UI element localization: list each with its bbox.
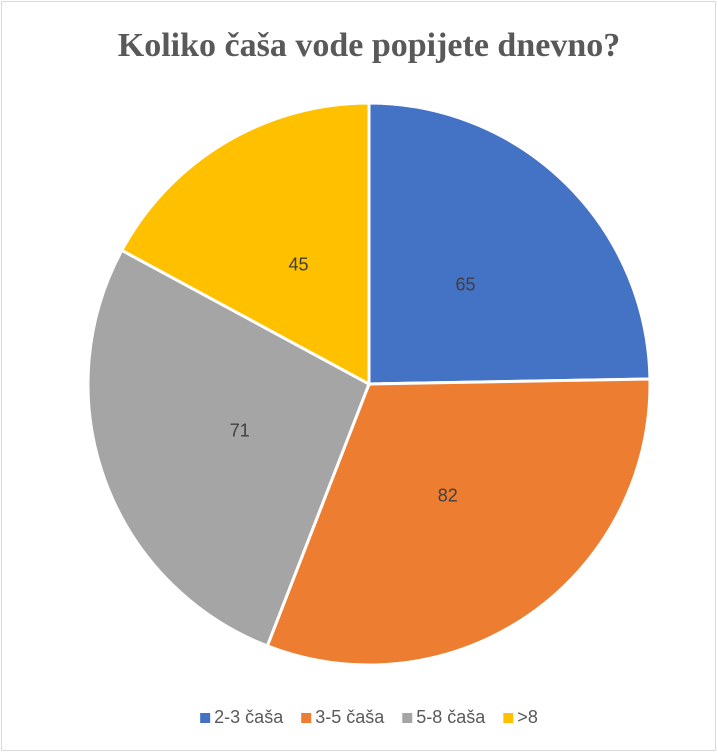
legend-label: 2-3 čaša [214, 707, 284, 727]
legend-label: >8 [517, 707, 538, 727]
legend-marker [200, 713, 211, 723]
data-label: 65 [455, 275, 475, 295]
chart-title: Koliko čaša vode popijete dnevno? [118, 27, 620, 64]
data-label: 82 [438, 486, 458, 506]
pie-slice [86, 248, 371, 648]
legend-label: 3-5 čaša [315, 707, 385, 727]
pie-slice [119, 101, 371, 387]
legend-label: 5-8 čaša [416, 707, 486, 727]
data-label: 71 [230, 420, 250, 440]
legend: 2-3 čaša 3-5 čaša 5-8 čaša >8 [200, 707, 538, 727]
legend-marker [301, 713, 312, 723]
legend-marker [402, 713, 413, 723]
pie-slice [265, 377, 652, 667]
legend-marker [503, 713, 514, 723]
pie-slice [367, 101, 652, 386]
data-label: 45 [288, 254, 308, 274]
